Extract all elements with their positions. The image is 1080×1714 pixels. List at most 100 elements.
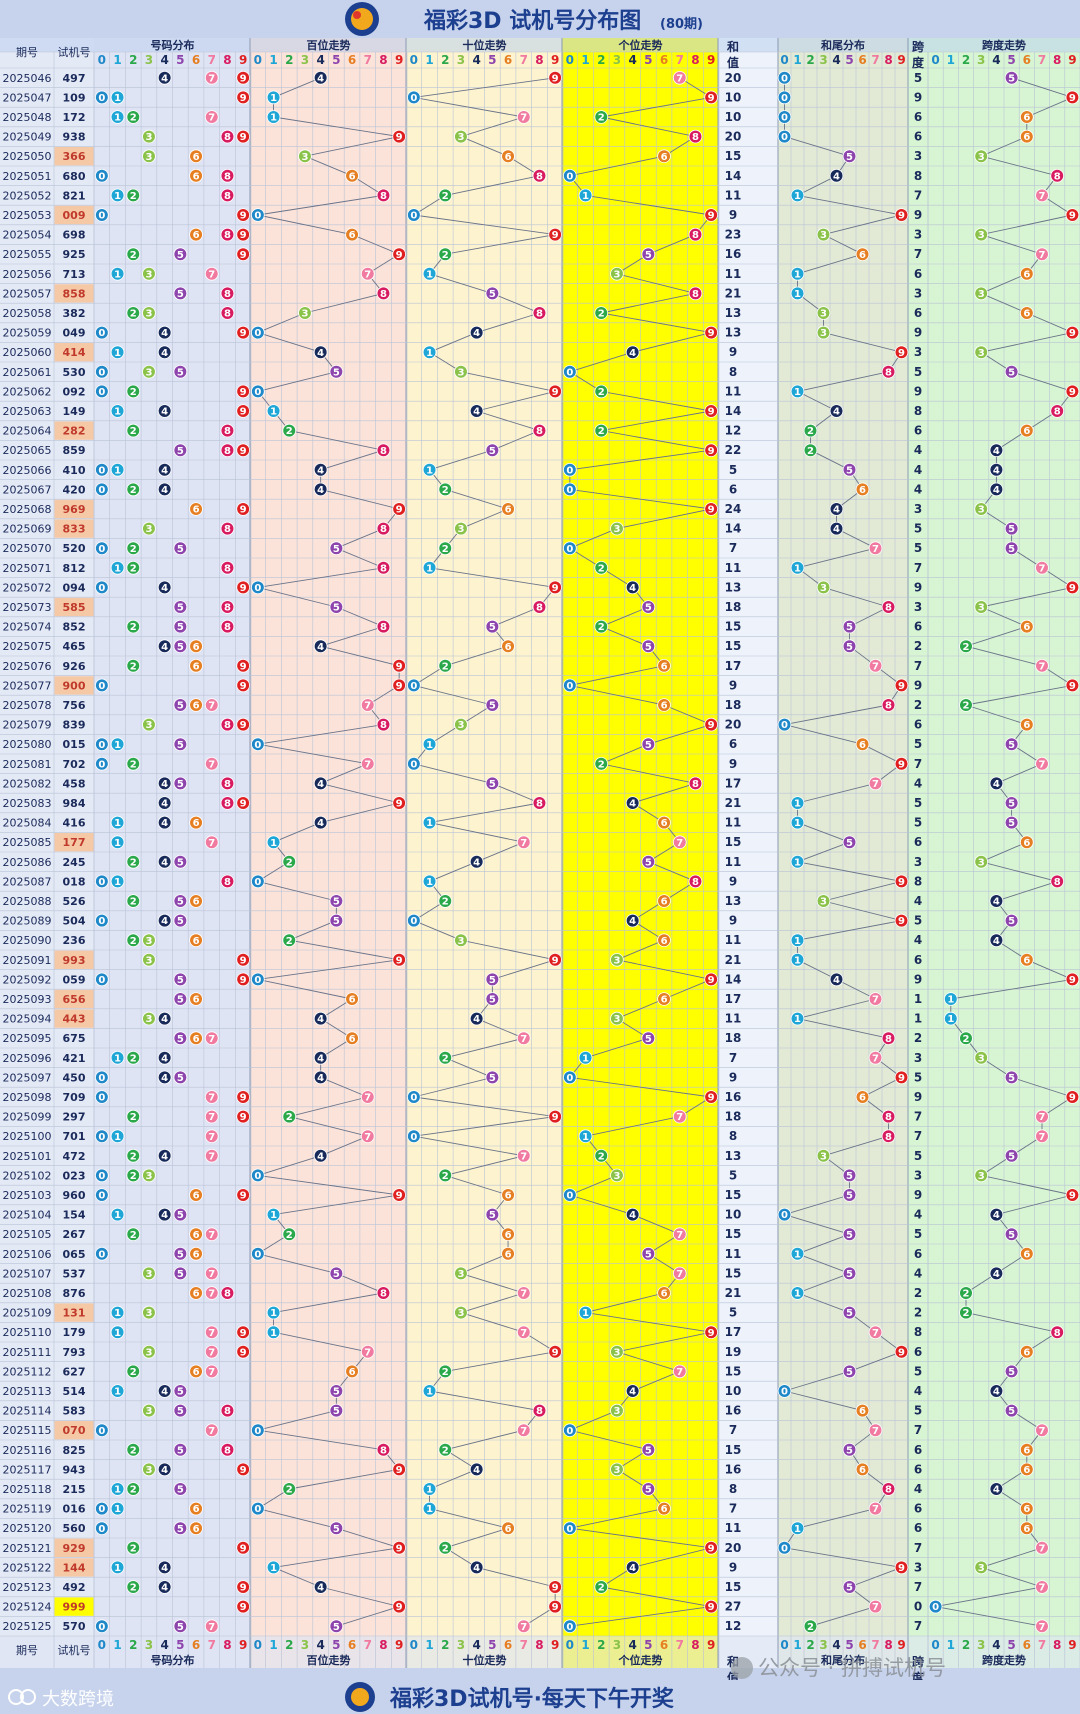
digit-header: 1 — [113, 53, 121, 67]
hundreds-ball — [282, 423, 297, 438]
span-ball — [1004, 815, 1019, 830]
sum-cell: 15 — [725, 1227, 742, 1241]
distribution-ball-label: 8 — [224, 446, 231, 457]
sum-tail-ball — [894, 874, 909, 889]
sum-tail-ball-label: 6 — [859, 485, 866, 496]
sum-tail-ball-label: 5 — [846, 1171, 853, 1182]
span-ball — [1020, 110, 1034, 124]
digit-header: 3 — [613, 1638, 621, 1652]
units-ball-label: 3 — [613, 955, 620, 966]
sum-tail-ball — [881, 364, 896, 379]
sum-cell: 7 — [729, 541, 737, 555]
span-ball-label: 5 — [1008, 1073, 1015, 1084]
trend-line — [996, 1194, 1073, 1216]
hundreds-ball-label: 9 — [396, 1465, 403, 1476]
sum-tail-ball — [842, 1364, 857, 1379]
trial-cell: 023 — [63, 1169, 86, 1182]
distribution-ball-label: 2 — [130, 1230, 137, 1241]
trial-cell: 472 — [63, 1150, 86, 1163]
trial-highlight — [54, 519, 94, 538]
sum-tail-ball — [894, 1345, 909, 1359]
distribution-ball-label: 5 — [177, 1073, 184, 1084]
digit-header: 6 — [348, 53, 356, 67]
distribution-ball-label: 4 — [161, 799, 168, 810]
period-cell: 2025073 — [3, 601, 52, 614]
distribution-ball-label: 0 — [98, 1249, 105, 1260]
units-ball — [563, 169, 577, 183]
distribution-ball — [142, 1168, 156, 1183]
distribution-ball-label: 3 — [145, 1406, 152, 1417]
sum-cell: 12 — [725, 424, 742, 438]
units-ball-label: 3 — [613, 524, 620, 535]
units-ball — [563, 482, 577, 497]
digit-header: 4 — [992, 1638, 1000, 1652]
trend-line — [429, 567, 556, 588]
distribution-ball — [126, 1109, 141, 1124]
trial-cell: 059 — [63, 973, 86, 986]
sum-tail-ball — [829, 404, 844, 418]
trend-line — [797, 390, 837, 412]
tens-ball — [532, 600, 547, 614]
hundreds-ball-label: 9 — [396, 661, 403, 672]
trend-line — [445, 488, 509, 510]
distribution-ball-label: 8 — [224, 603, 231, 614]
distribution-ball — [95, 678, 109, 693]
trend-line — [569, 351, 633, 373]
digit-header: 5 — [332, 1638, 340, 1652]
distribution-ball-label: 6 — [193, 936, 200, 947]
sum-tail-ball-label: 3 — [820, 1151, 827, 1162]
sum-tail-ball-label: 3 — [820, 328, 827, 339]
trend-line — [797, 547, 876, 569]
distribution-ball — [236, 71, 250, 85]
trend-line — [965, 645, 1043, 667]
distribution-ball — [236, 404, 250, 418]
distribution-ball-label: 9 — [240, 93, 247, 104]
sum-tail-ball — [855, 1403, 870, 1418]
span-ball — [989, 443, 1004, 458]
sum-cell: 16 — [725, 247, 742, 261]
tens-ball — [485, 698, 500, 712]
hundreds-ball-label: 6 — [349, 171, 356, 182]
span-ball-label: 5 — [1008, 1367, 1015, 1378]
span-cell: 4 — [914, 1208, 922, 1222]
trend-line — [797, 1233, 850, 1255]
span-cell: 7 — [914, 1580, 922, 1594]
tens-ball — [438, 247, 453, 262]
trend-line — [797, 175, 837, 196]
trend-line — [413, 1096, 556, 1118]
trial-cell: 560 — [63, 1522, 86, 1535]
trend-line — [445, 645, 509, 667]
distribution-ball — [95, 325, 109, 340]
trend-line — [836, 528, 876, 549]
tens-ball — [548, 1109, 562, 1124]
digit-header: 2 — [285, 1638, 293, 1652]
digit-header: 0 — [254, 1638, 262, 1652]
trend-line — [273, 822, 321, 843]
header-span-trend: 跨度走势 — [982, 38, 1026, 52]
units-ball-label: 9 — [708, 975, 715, 986]
trial-cell: 680 — [63, 170, 86, 183]
span-ball-label: 7 — [1039, 1112, 1046, 1123]
distribution-ball-label: 5 — [177, 975, 184, 986]
digit-header: 9 — [897, 1638, 905, 1652]
distribution-ball — [236, 1599, 250, 1614]
distribution-ball — [157, 1051, 172, 1065]
tens-ball-label: 1 — [426, 740, 433, 751]
trend-line — [797, 861, 902, 882]
sum-cell: 10 — [725, 90, 742, 104]
span-ball — [1035, 1580, 1049, 1594]
trend-line — [257, 1253, 337, 1274]
units-ball — [563, 364, 577, 379]
trend-line — [336, 547, 384, 569]
tens-ball-label: 4 — [473, 328, 480, 339]
units-ball-label: 2 — [598, 622, 605, 633]
span-ball-label: 5 — [1008, 1230, 1015, 1241]
distribution-ball-label: 6 — [193, 505, 200, 516]
trial-cell: 366 — [63, 150, 86, 163]
span-ball — [974, 286, 988, 301]
trend-line — [1011, 371, 1073, 392]
trend-line — [569, 1410, 618, 1431]
trend-line — [336, 1606, 400, 1627]
sum-cell: 8 — [729, 1482, 737, 1496]
hundreds-ball — [360, 1090, 375, 1104]
